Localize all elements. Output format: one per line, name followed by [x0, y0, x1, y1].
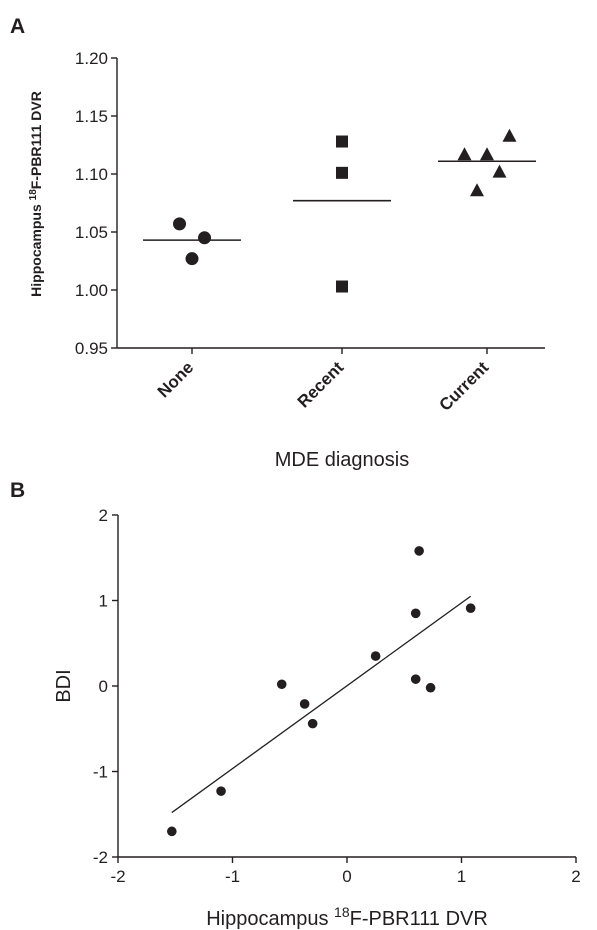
panel-b-x-tick-label: -2	[110, 867, 125, 886]
panel-b-y-tick-label: -1	[93, 763, 108, 782]
panel-b-point	[216, 786, 226, 796]
panel-a-y-tick-label: 1.15	[75, 107, 108, 126]
panel-a-y-tick-label: 1.05	[75, 223, 108, 242]
panel-b-y-axis: -2 -1 0 1 2	[93, 506, 119, 867]
panel-letter-a: A	[10, 15, 25, 38]
panel-a-point-square	[336, 280, 348, 293]
panel-b-x-tick-label: 0	[342, 867, 351, 886]
panel-a-point-square	[336, 166, 348, 179]
panel-b-y-tick-label: 1	[99, 592, 108, 611]
panel-b-point	[414, 546, 424, 556]
panel-a-y-tick-label: 1.00	[75, 281, 108, 300]
panel-b-point	[465, 603, 476, 613]
panel-a-y-axis-label: Hippocampus 18F-PBR111 DVR	[28, 91, 45, 297]
panel-a-y-tick-label: 1.10	[75, 165, 108, 184]
panel-a-category-label: None	[154, 358, 197, 401]
panel-a-point-triangle	[492, 164, 507, 178]
panel-b-point	[425, 682, 436, 693]
panel-a-category-label: Current	[435, 358, 492, 415]
panel-a-point-square	[336, 135, 348, 148]
panel-b-regression-line	[171, 595, 472, 814]
panel-a-y-tick-label: 0.95	[75, 339, 108, 358]
panel-a-x-axis: None Recent Current	[117, 347, 545, 415]
panel-b-data-marks	[167, 546, 476, 837]
panel-a-point-triangle	[457, 147, 472, 161]
panel-b-y-tick-label: 0	[99, 677, 108, 696]
panel-b-y-tick-label: 2	[99, 506, 108, 525]
panel-b-x-tick-label: -1	[225, 867, 240, 886]
panel-a-point-triangle	[502, 128, 517, 142]
panel-b-x-tick-label: 1	[457, 867, 466, 886]
panel-a: A 0.95 1.00 1.05 1.10 1.15 1.20 None Recent Cur…	[10, 15, 545, 471]
panel-a-point-circle	[173, 217, 186, 231]
panel-b-x-axis-label: Hippocampus 18F-PBR111 DVR	[206, 904, 488, 930]
panel-b-x-tick-label: 2	[571, 867, 580, 886]
panel-a-point-triangle	[480, 147, 494, 161]
panel-b-point	[307, 718, 318, 729]
panel-a-x-axis-label: MDE diagnosis	[275, 449, 410, 471]
panel-b-y-axis-label: BDI	[53, 669, 75, 702]
panel-b: B -2 -1 0 1 2 -2 -1 0 1 2 BDI Hippocampus 18F-PB…	[10, 479, 581, 930]
panel-a-point-triangle	[470, 183, 484, 197]
panel-b-point	[276, 679, 287, 690]
panel-a-y-tick-label: 1.20	[75, 49, 108, 68]
panel-a-point-circle	[198, 231, 211, 245]
panel-a-point-circle	[185, 252, 199, 266]
panel-b-point	[167, 826, 177, 837]
panel-b-point	[299, 699, 310, 709]
panel-a-data-marks	[143, 128, 536, 293]
panel-b-x-axis: -2 -1 0 1 2	[110, 856, 581, 886]
panel-a-category-label: Recent	[294, 358, 348, 412]
panel-b-point	[410, 608, 421, 619]
panel-b-point	[370, 651, 381, 661]
panel-a-y-axis: 0.95 1.00 1.05 1.10 1.15 1.20	[75, 49, 118, 358]
panel-b-y-tick-label: -2	[93, 848, 108, 867]
panel-b-point	[410, 674, 421, 684]
panel-letter-b: B	[10, 479, 25, 502]
